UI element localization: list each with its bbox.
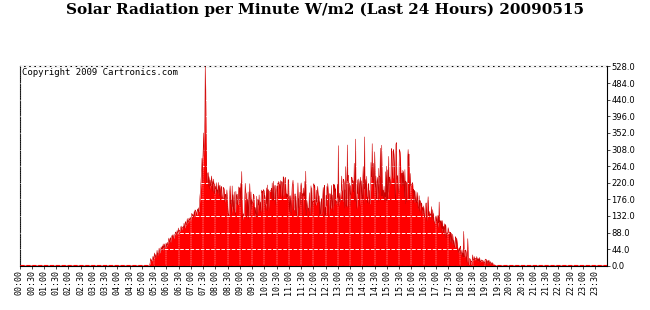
Text: Copyright 2009 Cartronics.com: Copyright 2009 Cartronics.com	[23, 69, 178, 78]
Text: Solar Radiation per Minute W/m2 (Last 24 Hours) 20090515: Solar Radiation per Minute W/m2 (Last 24…	[66, 3, 584, 17]
